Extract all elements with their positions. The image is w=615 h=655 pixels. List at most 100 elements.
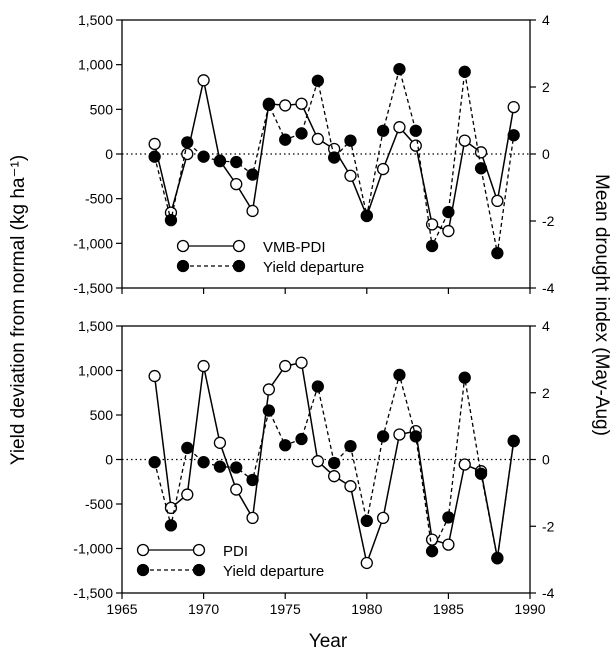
data-point [491,552,504,565]
panel-1: -1,500 -1,000 -500 0 500 1,000 1,500 -4 -2 0 2 4 VMB… [73,12,554,296]
legend-label: Yield departure [223,563,324,580]
data-point [344,480,357,493]
y-left-tick-label: -1,000 [73,235,113,251]
data-point [279,99,292,112]
data-point [279,439,292,452]
data-point [409,139,422,152]
data-point [181,136,194,149]
data-point [442,511,455,524]
data-point [458,371,471,384]
x-tick-label: 1970 [188,601,219,617]
data-point [409,124,422,137]
y-right-tick-label: 2 [542,79,550,95]
data-point [246,473,259,487]
data-point [474,162,488,175]
data-point [148,456,161,469]
data-point [148,369,161,383]
data-point [295,356,308,369]
y-right-tick-label: 0 [542,452,550,468]
y-left-tick-label: 0 [105,146,113,162]
data-point [376,430,390,443]
legend-marker [192,563,206,577]
legend-label: PDI [223,543,248,560]
data-point [507,434,520,447]
y-right-tick-label: 4 [542,12,550,28]
legend-marker [232,259,246,273]
series-yield [148,368,520,565]
y-left-tick-label: -1,000 [73,541,113,557]
data-point [262,404,276,417]
legend-marker [176,259,190,273]
data-point [230,483,243,496]
data-point [262,383,276,396]
y-axis-left-title: Yield deviation from normal (kg ha⁻¹) [8,155,29,465]
data-point [328,151,341,164]
data-point [425,218,439,231]
data-point [311,455,324,468]
legend-marker [232,239,246,253]
data-point [213,154,227,168]
data-point [230,461,243,474]
data-point [442,538,455,551]
data-point [376,162,390,176]
data-point [148,150,161,163]
panel-2: -1,500 -1,000 -500 0 500 1,000 1,500 -4 -2 0 2 4 196… [73,318,554,617]
y-left-tick-label: -1,500 [73,585,113,601]
x-tick-label: 1985 [433,601,464,617]
y-left-tick-label: -500 [85,496,113,512]
y-right-tick-label: -2 [542,213,555,229]
legend-marker [136,563,150,577]
y-left-tick-label: 1,000 [78,57,113,73]
data-point [246,204,259,218]
y-left-tick-label: 0 [105,452,113,468]
y-left-tick-label: -1,500 [73,280,113,296]
y-left-tick-label: 1,500 [78,12,113,28]
data-point [197,150,210,163]
y-right-tick-label: -2 [542,518,555,534]
data-point [148,137,161,151]
y-right-tick-label: -4 [542,585,555,601]
data-point [197,456,210,469]
y-left-tick-label: -500 [85,191,113,207]
data-point [164,519,178,532]
data-point [279,133,292,146]
data-point [474,146,488,159]
data-point [295,432,308,446]
legend: VMB-PDI Yield departure [176,239,364,276]
data-point [344,134,357,147]
data-point [311,380,324,393]
data-point [262,98,276,112]
data-point [181,488,194,501]
legend: PDI Yield departure [136,543,324,580]
legend-label: VMB-PDI [263,239,326,256]
y-right-tick-label: -4 [542,280,555,296]
data-point [425,545,439,558]
chart-panels: -1,500 -1,000 -500 0 500 1,000 1,500 -4 -2 0 2 4 VMB… [73,12,554,617]
data-point [442,205,455,219]
data-point [246,511,259,525]
data-point [393,62,406,76]
y-left-tick-label: 1,000 [78,363,113,379]
data-point [328,456,341,470]
x-tick-label: 1990 [514,601,545,617]
y-right-tick-label: 0 [542,146,550,162]
data-point [507,129,520,142]
data-point [230,177,243,191]
data-point [360,556,373,570]
series-yield [148,62,520,260]
data-point [376,511,390,525]
y-right-tick-label: 2 [542,385,550,401]
y-left-tick-label: 1,500 [78,318,113,334]
data-point [328,470,341,483]
data-point [491,194,504,208]
data-point [197,359,210,373]
y-left-tick-label: 500 [90,101,114,117]
data-point [311,74,324,87]
data-point [181,441,194,455]
data-point [393,121,406,134]
data-point [344,439,357,453]
legend-marker [176,239,190,253]
data-point [393,368,406,382]
x-tick-label: 1980 [351,601,382,617]
